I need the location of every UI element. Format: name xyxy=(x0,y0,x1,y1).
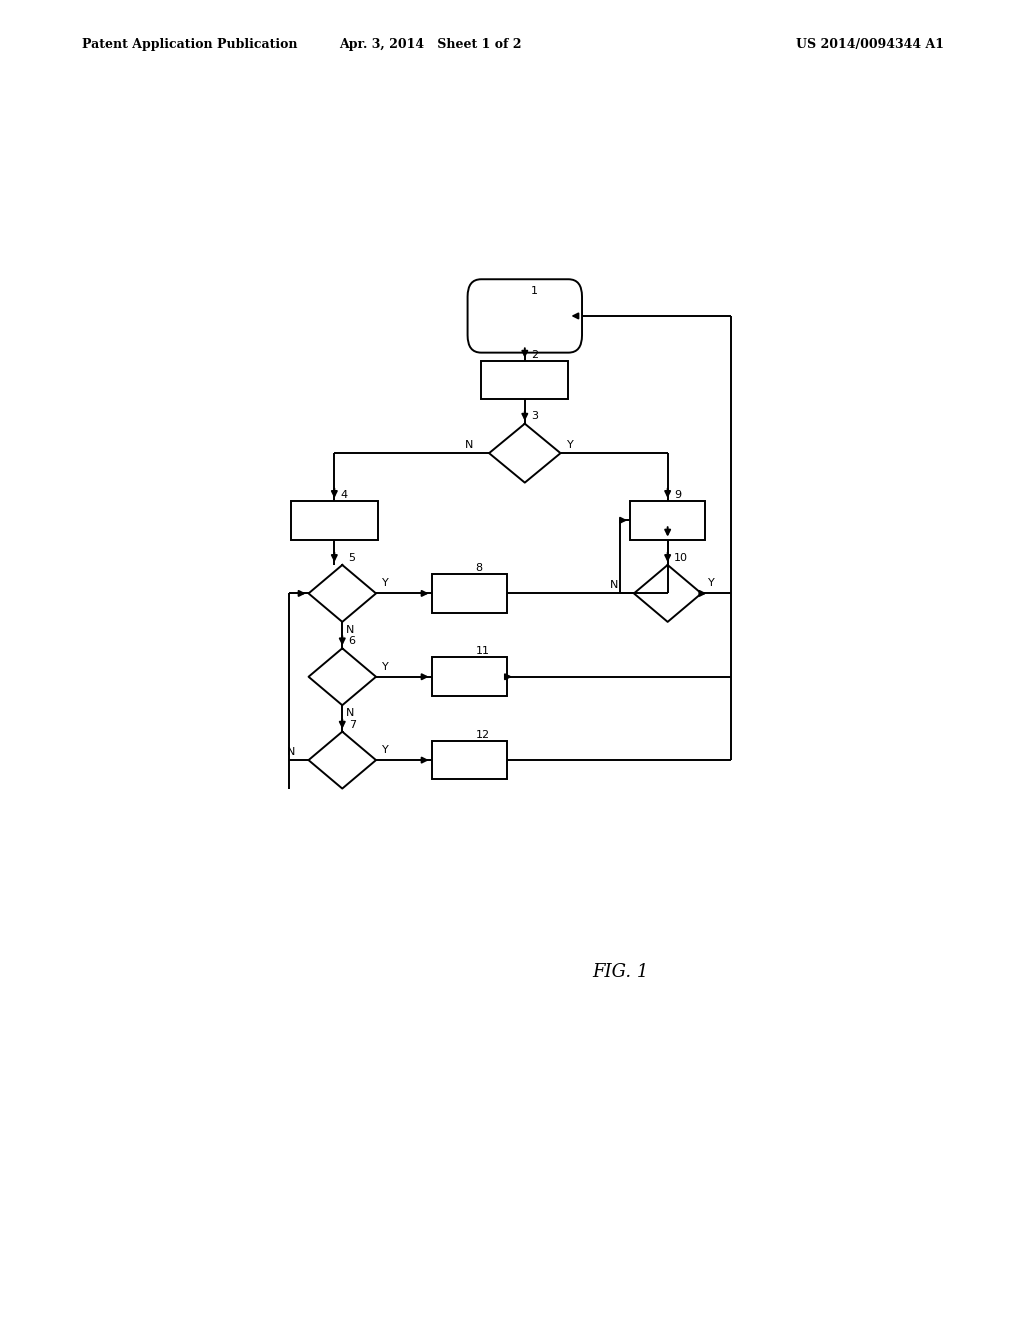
Bar xyxy=(291,500,378,540)
Text: N: N xyxy=(610,581,618,590)
Text: N: N xyxy=(346,624,354,635)
Text: Y: Y xyxy=(382,744,389,755)
Bar xyxy=(431,574,507,612)
Text: 11: 11 xyxy=(475,647,489,656)
Polygon shape xyxy=(489,424,560,483)
FancyBboxPatch shape xyxy=(468,280,582,352)
Bar xyxy=(431,657,507,696)
Text: Y: Y xyxy=(382,661,389,672)
Polygon shape xyxy=(308,731,376,788)
Text: Y: Y xyxy=(382,578,389,589)
Polygon shape xyxy=(308,648,376,705)
Text: 1: 1 xyxy=(531,285,539,296)
Polygon shape xyxy=(308,565,376,622)
Text: Y: Y xyxy=(708,578,715,589)
Bar xyxy=(481,360,568,399)
Text: N: N xyxy=(346,709,354,718)
Bar xyxy=(431,741,507,779)
Text: Apr. 3, 2014   Sheet 1 of 2: Apr. 3, 2014 Sheet 1 of 2 xyxy=(339,38,521,51)
Text: 5: 5 xyxy=(348,553,355,562)
Text: FIG. 1: FIG. 1 xyxy=(592,962,648,981)
Text: 3: 3 xyxy=(531,411,539,421)
Text: Y: Y xyxy=(567,440,573,450)
Polygon shape xyxy=(634,565,701,622)
Text: N: N xyxy=(287,747,295,758)
Text: 12: 12 xyxy=(475,730,489,739)
Bar xyxy=(630,500,706,540)
Text: 6: 6 xyxy=(348,636,355,647)
Text: Patent Application Publication: Patent Application Publication xyxy=(82,38,297,51)
Text: US 2014/0094344 A1: US 2014/0094344 A1 xyxy=(797,38,944,51)
Text: N: N xyxy=(465,440,473,450)
Text: 8: 8 xyxy=(475,564,482,573)
Text: 7: 7 xyxy=(348,719,355,730)
Text: 10: 10 xyxy=(674,553,688,562)
Text: 4: 4 xyxy=(341,490,348,500)
Text: 9: 9 xyxy=(674,490,681,500)
Text: 2: 2 xyxy=(531,350,539,359)
